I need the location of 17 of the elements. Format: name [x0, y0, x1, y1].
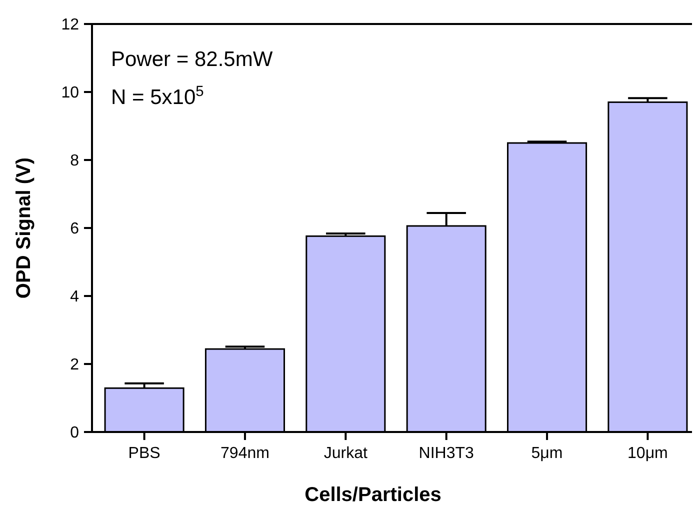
x-tick-label: 794nm [220, 445, 270, 462]
x-tick-label: 10μm [628, 445, 668, 462]
x-tick-label: Jurkat [324, 445, 368, 462]
y-tick-label: 8 [70, 152, 80, 170]
x-tick-label: NIH3T3 [418, 445, 474, 462]
x-tick-label: 5μm [531, 445, 563, 462]
x-tick-label: PBS [128, 445, 160, 462]
y-axis-title: OPD Signal (V) [13, 157, 35, 299]
y-tick-label: 10 [61, 84, 80, 102]
y-tick-label: 0 [70, 424, 80, 442]
annotation: Power = 82.5mW [111, 48, 273, 71]
y-tick-label: 6 [70, 220, 80, 238]
y-tick-label: 12 [61, 16, 80, 34]
annotation: N = 5x10$^{5}$ [111, 84, 204, 109]
x-axis-title: Cells/Particles [304, 484, 442, 506]
y-tick-label: 4 [70, 288, 80, 306]
y-tick-label: 2 [70, 356, 80, 374]
